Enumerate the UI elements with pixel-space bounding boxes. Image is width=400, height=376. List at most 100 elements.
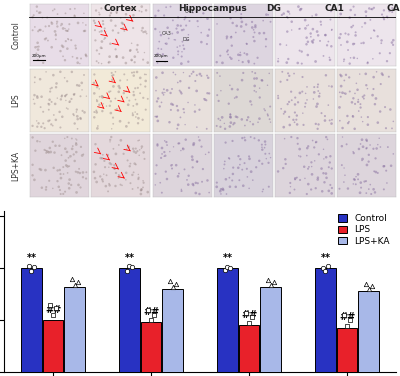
Point xyxy=(214,21,220,27)
Point xyxy=(314,126,321,132)
Point xyxy=(309,38,315,44)
Point xyxy=(217,7,224,13)
Point xyxy=(221,166,227,172)
Point xyxy=(319,188,326,194)
Point xyxy=(359,137,365,143)
Point xyxy=(142,71,148,77)
Point xyxy=(66,26,72,32)
Point xyxy=(301,164,308,170)
Point xyxy=(65,155,72,161)
Point xyxy=(127,180,134,186)
Point xyxy=(322,268,329,274)
Point xyxy=(92,175,98,181)
Point xyxy=(74,116,81,122)
Point xyxy=(168,162,174,168)
Point xyxy=(195,24,201,30)
Point xyxy=(106,59,112,65)
Point xyxy=(195,134,202,140)
Point xyxy=(45,38,51,44)
Point xyxy=(246,153,252,159)
Point xyxy=(204,41,210,47)
Point xyxy=(99,94,106,100)
Point xyxy=(370,27,377,33)
Point xyxy=(344,323,350,329)
Point xyxy=(58,175,64,181)
Point xyxy=(220,186,226,192)
Point xyxy=(152,114,158,120)
Point xyxy=(240,59,246,65)
Bar xyxy=(239,326,259,372)
Point xyxy=(151,312,157,318)
Point xyxy=(102,29,109,35)
Point xyxy=(181,109,187,115)
Point xyxy=(314,101,321,107)
Point xyxy=(178,188,185,194)
Point xyxy=(319,265,326,271)
Point xyxy=(48,149,54,155)
Point xyxy=(103,172,110,178)
Point xyxy=(78,144,84,150)
Point xyxy=(57,171,64,177)
Point xyxy=(169,284,176,290)
Point xyxy=(96,86,102,92)
Point xyxy=(140,95,146,101)
Point xyxy=(312,139,319,146)
Point xyxy=(122,15,128,21)
Point xyxy=(44,149,51,155)
Point xyxy=(341,165,347,171)
Point xyxy=(371,5,377,11)
Point xyxy=(123,88,130,94)
Point xyxy=(373,69,380,75)
Point xyxy=(93,8,99,14)
Point xyxy=(327,153,334,159)
Point xyxy=(249,314,255,320)
Point xyxy=(278,106,284,112)
Point xyxy=(54,95,60,101)
Point xyxy=(30,134,36,140)
Point xyxy=(108,17,114,23)
Bar xyxy=(64,287,85,372)
Point xyxy=(232,95,238,101)
Point xyxy=(64,134,70,140)
Point xyxy=(48,99,55,105)
Point xyxy=(64,170,71,176)
Point xyxy=(314,176,321,182)
Point xyxy=(158,99,165,105)
Point xyxy=(323,175,330,181)
Point xyxy=(70,143,76,149)
Point xyxy=(78,56,84,62)
Point xyxy=(275,56,282,62)
Point xyxy=(126,163,133,169)
Point xyxy=(81,109,88,115)
Point xyxy=(302,90,309,96)
Point xyxy=(177,114,184,120)
Point xyxy=(106,89,112,95)
Point xyxy=(154,114,160,120)
Point xyxy=(299,89,306,95)
Point xyxy=(93,108,100,114)
Point xyxy=(31,101,38,107)
Point xyxy=(54,178,61,184)
Point xyxy=(132,59,138,65)
Point xyxy=(152,13,158,19)
Point xyxy=(172,37,178,43)
Point xyxy=(159,151,165,157)
Point xyxy=(56,143,63,149)
Point xyxy=(298,61,305,67)
Point xyxy=(39,185,45,191)
Point xyxy=(172,281,179,287)
Point xyxy=(194,88,200,94)
Point xyxy=(328,43,334,49)
Point xyxy=(286,9,292,15)
Point xyxy=(302,26,309,32)
Point xyxy=(390,151,396,157)
Point xyxy=(264,111,271,117)
Point xyxy=(251,38,258,44)
Point xyxy=(32,24,38,30)
Point xyxy=(119,20,125,26)
Point xyxy=(158,46,164,52)
Point xyxy=(159,190,165,196)
Point xyxy=(364,162,370,168)
Point xyxy=(378,38,385,44)
Point xyxy=(384,180,390,186)
